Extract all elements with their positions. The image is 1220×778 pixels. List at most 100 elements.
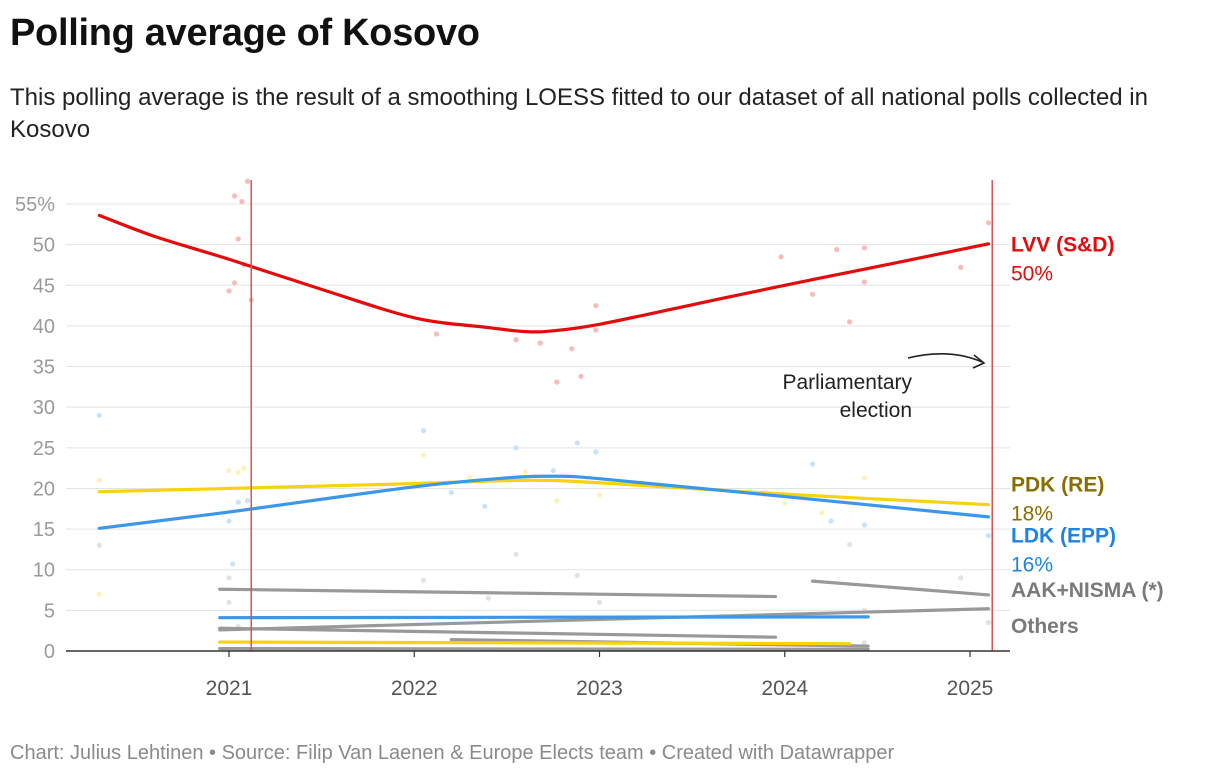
poll-point (537, 340, 543, 346)
poll-point (226, 599, 232, 605)
annotation-line-2: election (840, 399, 912, 422)
poll-point (569, 346, 575, 352)
trend-lines (97, 213, 991, 651)
poll-point (861, 522, 868, 528)
x-tick-label: 2024 (761, 677, 808, 700)
poll-point (809, 291, 816, 297)
y-tick-label: 35 (33, 357, 55, 379)
poll-point (96, 542, 102, 548)
poll-point (244, 178, 251, 184)
poll-point (985, 532, 992, 539)
chart-title: Polling average of Kosovo (10, 12, 480, 54)
y-tick-label: 25 (33, 438, 55, 460)
poll-point (96, 591, 102, 597)
series-name-label: PDK (RE) (1011, 473, 1104, 496)
poll-point (782, 500, 788, 506)
poll-point (235, 499, 241, 505)
poll-point (554, 379, 560, 385)
poll-point (513, 337, 519, 343)
poll-point (578, 373, 584, 379)
poll-point (574, 440, 580, 446)
poll-point (226, 288, 232, 294)
poll-point (593, 449, 599, 455)
y-tick-label: 45 (33, 275, 55, 297)
poll-point (861, 245, 868, 251)
series-value-label: 50% (1011, 263, 1053, 286)
trend-line (97, 478, 991, 507)
poll-point (235, 236, 241, 242)
trend-line-segment (218, 626, 778, 639)
poll-point (550, 467, 556, 474)
poll-point (778, 254, 784, 260)
poll-point (828, 518, 834, 524)
x-tick-label: 2022 (391, 677, 438, 700)
poll-point (231, 193, 238, 199)
poll-point (485, 595, 491, 601)
election-markers (250, 180, 993, 651)
trend-line-segment (218, 646, 870, 651)
y-tick-label: 15 (33, 519, 55, 541)
poll-point (554, 498, 560, 504)
trend-line-segment (218, 607, 991, 632)
y-tick-label: 40 (33, 316, 55, 338)
series-name-label: LDK (EPP) (1011, 525, 1116, 548)
y-tick-label: 0 (44, 641, 55, 663)
poll-point (985, 619, 992, 626)
poll-point (513, 445, 519, 451)
poll-points (96, 178, 992, 646)
y-tick-label: 55% (15, 194, 55, 216)
x-tick-label: 2023 (576, 677, 623, 700)
series-name-label: LVV (S&D) (1011, 234, 1114, 257)
poll-point (241, 465, 247, 471)
series-name-label: AAK+NISMA (*) (1011, 579, 1164, 602)
poll-point (226, 467, 232, 474)
poll-point (861, 475, 868, 481)
trend-line-segment (218, 587, 778, 599)
election-annotation: Parliamentary election (782, 353, 986, 422)
poll-point (596, 599, 603, 605)
poll-point (985, 220, 992, 226)
poll-point (596, 492, 603, 498)
poll-point (574, 572, 580, 579)
y-tick-label: 30 (33, 397, 55, 419)
series-name-label: Others (1011, 615, 1079, 638)
poll-point (958, 575, 964, 581)
poll-point (513, 551, 519, 557)
trend-line-segment (218, 615, 870, 620)
chart-subtitle: This polling average is the result of a … (10, 84, 1148, 143)
poll-point (861, 640, 868, 646)
x-tick-label: 2025 (947, 677, 994, 700)
chart-footer: Chart: Julius Lehtinen • Source: Filip V… (10, 742, 895, 764)
poll-point (846, 541, 853, 548)
poll-point (482, 503, 488, 509)
annotation-line-1: Parliamentary (782, 371, 912, 394)
trend-line-segment (218, 640, 852, 646)
annotation-arrowhead (972, 354, 986, 369)
poll-point (231, 280, 238, 286)
poll-point (96, 412, 102, 418)
poll-point (593, 302, 599, 309)
poll-point (420, 452, 427, 458)
poll-point (244, 498, 251, 504)
poll-point (433, 331, 440, 337)
poll-point (96, 477, 102, 483)
poll-point (522, 469, 529, 475)
y-tick-label: 5 (44, 600, 55, 622)
poll-point (226, 518, 232, 524)
poll-point (226, 575, 232, 581)
y-tick-label: 10 (33, 560, 55, 582)
poll-point (235, 469, 241, 475)
poll-point (819, 510, 825, 516)
series-value-label: 16% (1011, 554, 1053, 577)
annotation-arrow (907, 353, 983, 363)
poll-point (958, 264, 964, 270)
poll-point (834, 246, 840, 253)
gridlines (66, 203, 1010, 611)
poll-point (861, 279, 868, 285)
trend-line-segment (810, 579, 991, 597)
poll-point (467, 474, 473, 480)
y-tick-label: 50 (33, 235, 55, 257)
poll-point (420, 428, 427, 434)
poll-point (239, 198, 245, 205)
